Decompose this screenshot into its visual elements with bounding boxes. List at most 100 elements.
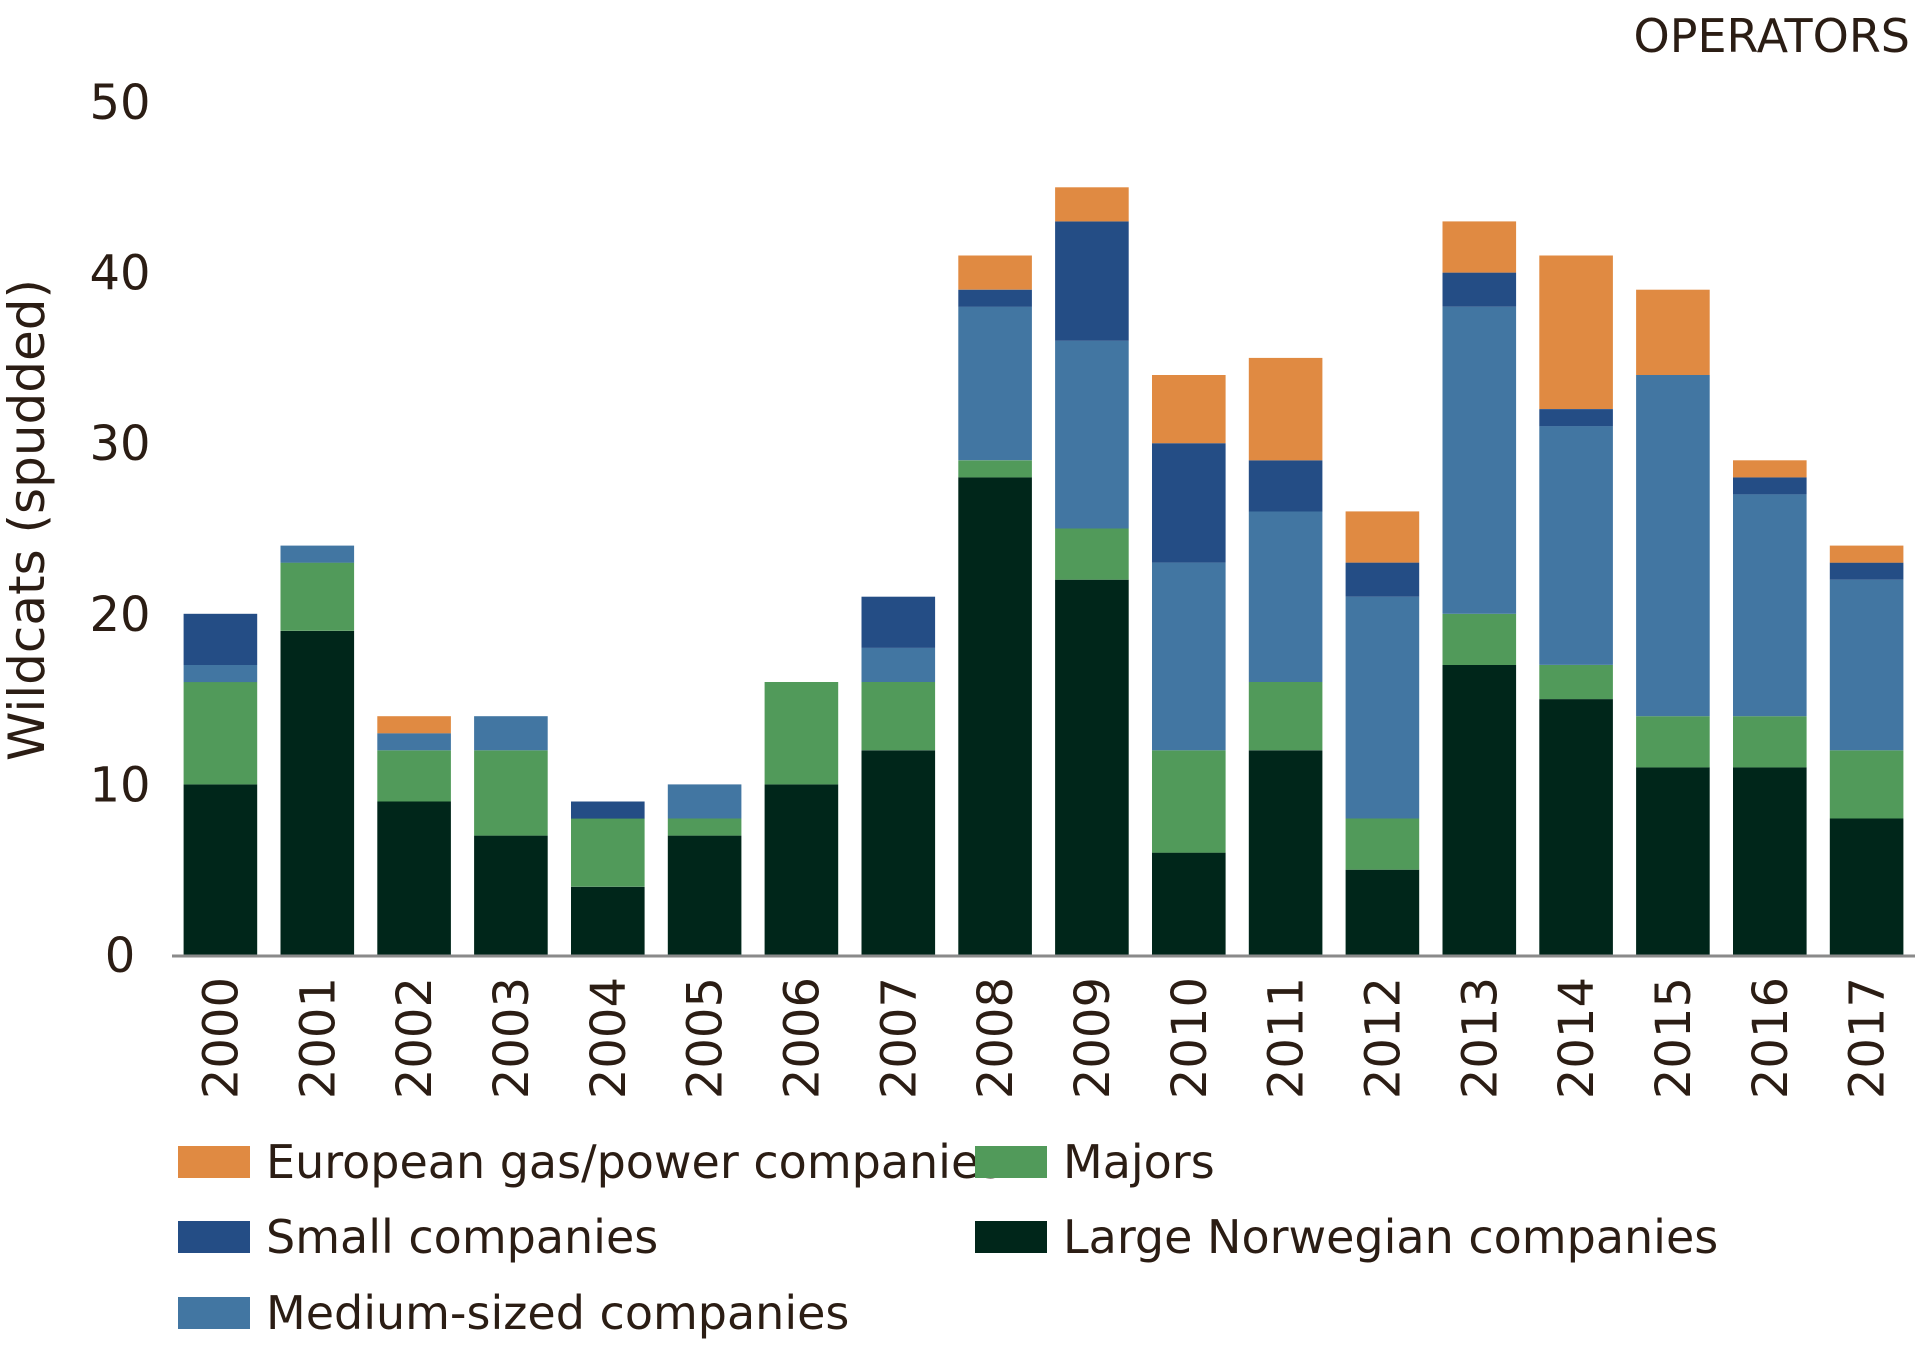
x-tick-label: 2014 <box>1549 977 1605 1099</box>
bar-segment-2012-large-norwegian-companies <box>1345 869 1420 955</box>
legend-label-majors: Majors <box>1063 1135 1215 1189</box>
bar-segment-2013-majors <box>1442 613 1517 665</box>
bar-segment-2017-medium-sized-companies <box>1829 579 1904 751</box>
bar-segment-2009-small-companies <box>1055 221 1129 341</box>
bar-segment-2001-majors <box>280 562 355 631</box>
bar-segment-2004-small-companies <box>571 801 645 819</box>
y-tick-label: 10 <box>89 757 150 813</box>
bar-segment-2009-majors <box>1055 528 1129 580</box>
bar-segment-2010-european-gas-power-companies <box>1152 375 1226 444</box>
bar-segment-2011-medium-sized-companies <box>1248 511 1323 682</box>
bar-segment-2014-small-companies <box>1539 409 1613 427</box>
x-tick-label: 2013 <box>1452 977 1508 1099</box>
bar-segment-2010-large-norwegian-companies <box>1152 852 1226 955</box>
bar-segment-2017-majors <box>1829 750 1904 819</box>
bar-segment-2008-large-norwegian-companies <box>958 477 1032 955</box>
legend-swatch-european-gas-power-companies <box>178 1146 250 1178</box>
bar-segment-2003-medium-sized-companies <box>474 716 548 751</box>
bar-segment-2016-large-norwegian-companies <box>1733 767 1807 955</box>
bar-segment-2003-large-norwegian-companies <box>474 835 548 955</box>
bar-segment-2002-medium-sized-companies <box>377 733 451 751</box>
legend-label-medium-sized-companies: Medium-sized companies <box>266 1286 849 1340</box>
bar-segment-2012-european-gas-power-companies <box>1345 511 1420 563</box>
x-tick-label: 2012 <box>1355 977 1411 1099</box>
bar-segment-2006-large-norwegian-companies <box>764 784 839 955</box>
bar-segment-2011-small-companies <box>1248 460 1323 512</box>
bar-segment-2002-large-norwegian-companies <box>377 801 451 955</box>
x-tick-label: 2002 <box>387 977 443 1099</box>
x-tick-label: 2011 <box>1259 977 1315 1099</box>
bar-segment-2013-medium-sized-companies <box>1442 306 1517 614</box>
bar-segment-2008-european-gas-power-companies <box>958 255 1032 290</box>
x-tick-label: 2009 <box>1065 977 1121 1099</box>
x-tick-label: 2007 <box>871 977 927 1099</box>
x-tick-label: 2015 <box>1646 977 1702 1099</box>
bar-segment-2000-majors <box>183 682 258 785</box>
x-axis: 2000 2001 2002 2003 2004 2005 2006 2007 2008 2009… <box>193 977 1895 1099</box>
legend-label-large-norwegian-companies: Large Norwegian companies <box>1063 1210 1718 1264</box>
bar-segment-2012-small-companies <box>1345 562 1420 597</box>
bar-segment-2014-medium-sized-companies <box>1539 426 1613 665</box>
bar-segment-2015-european-gas-power-companies <box>1636 289 1710 375</box>
x-tick-label: 2004 <box>581 977 637 1099</box>
x-tick-label: 2000 <box>193 977 249 1099</box>
bars <box>183 187 1904 955</box>
bar-segment-2013-european-gas-power-companies <box>1442 221 1517 273</box>
bar-segment-2007-small-companies <box>861 596 936 648</box>
legend-swatch-large-norwegian-companies <box>975 1221 1047 1253</box>
bar-segment-2007-large-norwegian-companies <box>861 750 936 955</box>
bar-segment-2017-small-companies <box>1829 562 1904 580</box>
bar-segment-2010-majors <box>1152 750 1226 853</box>
bar-segment-2009-medium-sized-companies <box>1055 340 1129 529</box>
y-axis: 0 10 20 30 40 50 <box>89 75 150 984</box>
x-tick-label: 2008 <box>968 977 1024 1099</box>
bar-segment-2016-majors <box>1733 716 1807 768</box>
x-tick-label: 2010 <box>1162 977 1218 1099</box>
y-tick-label: 0 <box>105 928 136 984</box>
bar-segment-2016-medium-sized-companies <box>1733 494 1807 717</box>
x-tick-label: 2017 <box>1840 977 1896 1099</box>
legend-swatch-majors <box>975 1146 1047 1178</box>
bar-segment-2014-majors <box>1539 665 1613 700</box>
x-tick-label: 2001 <box>290 977 346 1099</box>
bar-segment-2011-large-norwegian-companies <box>1248 750 1323 955</box>
bar-segment-2014-large-norwegian-companies <box>1539 699 1613 955</box>
bar-segment-2002-majors <box>377 750 451 802</box>
bar-segment-2015-large-norwegian-companies <box>1636 767 1710 955</box>
legend-label-european-gas-power-companies: European gas/power companies <box>266 1135 1003 1189</box>
bar-segment-2004-majors <box>571 818 645 887</box>
bar-segment-2017-european-gas-power-companies <box>1829 545 1904 563</box>
bar-segment-2016-european-gas-power-companies <box>1733 460 1807 478</box>
bar-segment-2009-european-gas-power-companies <box>1055 187 1129 222</box>
bar-segment-2008-small-companies <box>958 289 1032 307</box>
bar-segment-2008-medium-sized-companies <box>958 306 1032 461</box>
bar-segment-2013-large-norwegian-companies <box>1442 665 1517 955</box>
bar-segment-2015-majors <box>1636 716 1710 768</box>
bar-segment-2006-majors <box>764 682 839 785</box>
y-tick-label: 40 <box>89 246 150 302</box>
bar-segment-2000-medium-sized-companies <box>183 665 258 683</box>
bar-segment-2005-medium-sized-companies <box>667 784 742 819</box>
bar-segment-2007-majors <box>861 682 936 751</box>
bar-segment-2000-small-companies <box>183 613 258 665</box>
bar-segment-2015-medium-sized-companies <box>1636 375 1710 717</box>
bar-segment-2000-large-norwegian-companies <box>183 784 258 955</box>
bar-segment-2007-medium-sized-companies <box>861 647 936 682</box>
y-tick-label: 20 <box>89 587 150 643</box>
bar-segment-2009-large-norwegian-companies <box>1055 579 1129 955</box>
bar-segment-2017-large-norwegian-companies <box>1829 818 1904 955</box>
bar-segment-2002-european-gas-power-companies <box>377 716 451 734</box>
bar-segment-2003-majors <box>474 750 548 836</box>
bar-segment-2011-majors <box>1248 682 1323 751</box>
bar-segment-2001-large-norwegian-companies <box>280 630 355 955</box>
bar-segment-2004-large-norwegian-companies <box>571 886 645 955</box>
legend-label-small-companies: Small companies <box>266 1210 658 1264</box>
bar-segment-2005-majors <box>667 818 742 836</box>
x-tick-label: 2005 <box>678 977 734 1099</box>
bar-segment-2014-european-gas-power-companies <box>1539 255 1613 409</box>
x-tick-label: 2016 <box>1743 977 1799 1099</box>
bar-segment-2012-majors <box>1345 818 1420 870</box>
bar-segment-2012-medium-sized-companies <box>1345 596 1420 819</box>
bar-segment-2001-medium-sized-companies <box>280 545 355 563</box>
